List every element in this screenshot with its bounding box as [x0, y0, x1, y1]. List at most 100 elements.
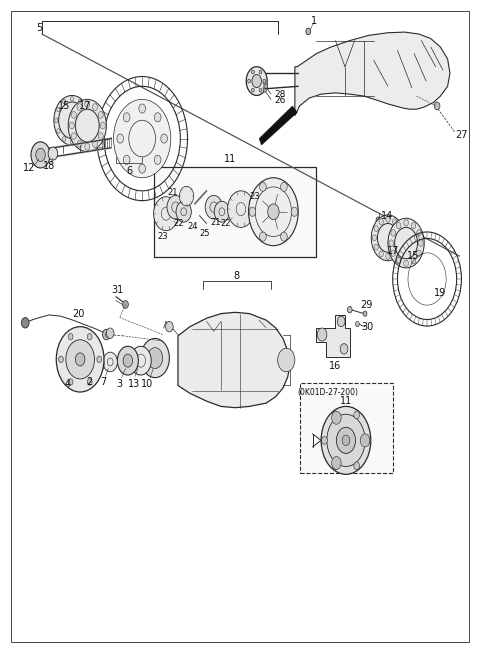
- Text: 4: 4: [64, 379, 70, 388]
- Circle shape: [155, 155, 161, 165]
- Circle shape: [248, 79, 251, 83]
- Circle shape: [393, 251, 397, 257]
- Circle shape: [360, 434, 370, 447]
- Circle shape: [306, 28, 311, 35]
- Text: 17: 17: [79, 101, 91, 111]
- Circle shape: [252, 70, 254, 74]
- Circle shape: [57, 107, 60, 112]
- Text: 17: 17: [386, 246, 399, 256]
- Circle shape: [85, 143, 90, 150]
- Text: 13: 13: [128, 379, 140, 388]
- Circle shape: [68, 333, 73, 340]
- Circle shape: [321, 406, 371, 474]
- Circle shape: [75, 353, 85, 366]
- Circle shape: [205, 195, 222, 219]
- Circle shape: [417, 250, 421, 256]
- Circle shape: [36, 148, 45, 161]
- Circle shape: [259, 88, 262, 92]
- Circle shape: [399, 235, 404, 241]
- Circle shape: [166, 321, 173, 332]
- Circle shape: [62, 99, 66, 104]
- Text: 25: 25: [199, 229, 209, 237]
- Circle shape: [180, 186, 194, 206]
- Text: 6: 6: [126, 166, 132, 176]
- Circle shape: [396, 222, 401, 229]
- Circle shape: [93, 104, 97, 111]
- Text: 22: 22: [220, 219, 231, 228]
- Circle shape: [391, 230, 396, 236]
- Circle shape: [123, 155, 130, 165]
- Text: 26: 26: [275, 96, 286, 105]
- Circle shape: [263, 79, 266, 83]
- Circle shape: [374, 244, 378, 250]
- Circle shape: [68, 99, 107, 152]
- Text: 29: 29: [360, 300, 372, 310]
- Polygon shape: [178, 312, 290, 407]
- Circle shape: [161, 134, 168, 143]
- Circle shape: [130, 346, 151, 375]
- Circle shape: [322, 436, 327, 444]
- Circle shape: [411, 257, 416, 264]
- Circle shape: [87, 379, 92, 385]
- Text: 15: 15: [407, 251, 419, 261]
- Circle shape: [77, 140, 82, 148]
- Text: 11: 11: [224, 154, 237, 165]
- Polygon shape: [259, 106, 297, 145]
- Circle shape: [252, 88, 254, 92]
- Circle shape: [72, 112, 76, 118]
- Circle shape: [340, 344, 348, 354]
- Circle shape: [117, 134, 123, 143]
- Circle shape: [342, 435, 350, 445]
- Circle shape: [281, 232, 287, 241]
- Circle shape: [72, 133, 76, 140]
- Circle shape: [214, 201, 229, 222]
- Circle shape: [372, 235, 376, 241]
- Circle shape: [103, 329, 110, 340]
- Text: (0K01D-27-200): (0K01D-27-200): [298, 388, 359, 396]
- Circle shape: [252, 75, 262, 88]
- Text: 12: 12: [23, 163, 35, 173]
- Circle shape: [176, 201, 192, 222]
- Text: 24: 24: [187, 222, 198, 232]
- Circle shape: [278, 348, 295, 372]
- Text: 21: 21: [210, 218, 220, 227]
- Circle shape: [107, 328, 114, 338]
- Circle shape: [332, 462, 338, 470]
- Circle shape: [117, 346, 138, 375]
- Circle shape: [249, 207, 256, 216]
- Circle shape: [332, 411, 338, 419]
- Circle shape: [114, 99, 171, 178]
- Circle shape: [66, 340, 95, 379]
- Circle shape: [78, 136, 82, 141]
- Circle shape: [141, 338, 169, 378]
- Circle shape: [69, 122, 74, 129]
- Text: 8: 8: [234, 271, 240, 281]
- Circle shape: [98, 112, 103, 118]
- Circle shape: [356, 321, 360, 327]
- Circle shape: [22, 318, 29, 328]
- Circle shape: [264, 84, 268, 89]
- Circle shape: [374, 226, 378, 232]
- Circle shape: [98, 133, 103, 140]
- Circle shape: [147, 348, 163, 369]
- Circle shape: [337, 316, 345, 327]
- Circle shape: [56, 327, 104, 392]
- Circle shape: [62, 136, 66, 141]
- Circle shape: [348, 306, 352, 313]
- Circle shape: [71, 140, 74, 144]
- Circle shape: [264, 89, 266, 92]
- Circle shape: [249, 178, 298, 246]
- Circle shape: [281, 182, 287, 192]
- Text: 19: 19: [434, 289, 446, 298]
- Circle shape: [332, 457, 341, 470]
- Text: 1: 1: [312, 16, 317, 26]
- Circle shape: [87, 333, 92, 340]
- Circle shape: [154, 197, 179, 231]
- Circle shape: [404, 260, 408, 266]
- Circle shape: [386, 216, 390, 222]
- Circle shape: [376, 217, 381, 224]
- Circle shape: [100, 122, 105, 129]
- Text: 20: 20: [72, 308, 85, 319]
- Circle shape: [123, 113, 130, 122]
- Text: 14: 14: [381, 211, 393, 220]
